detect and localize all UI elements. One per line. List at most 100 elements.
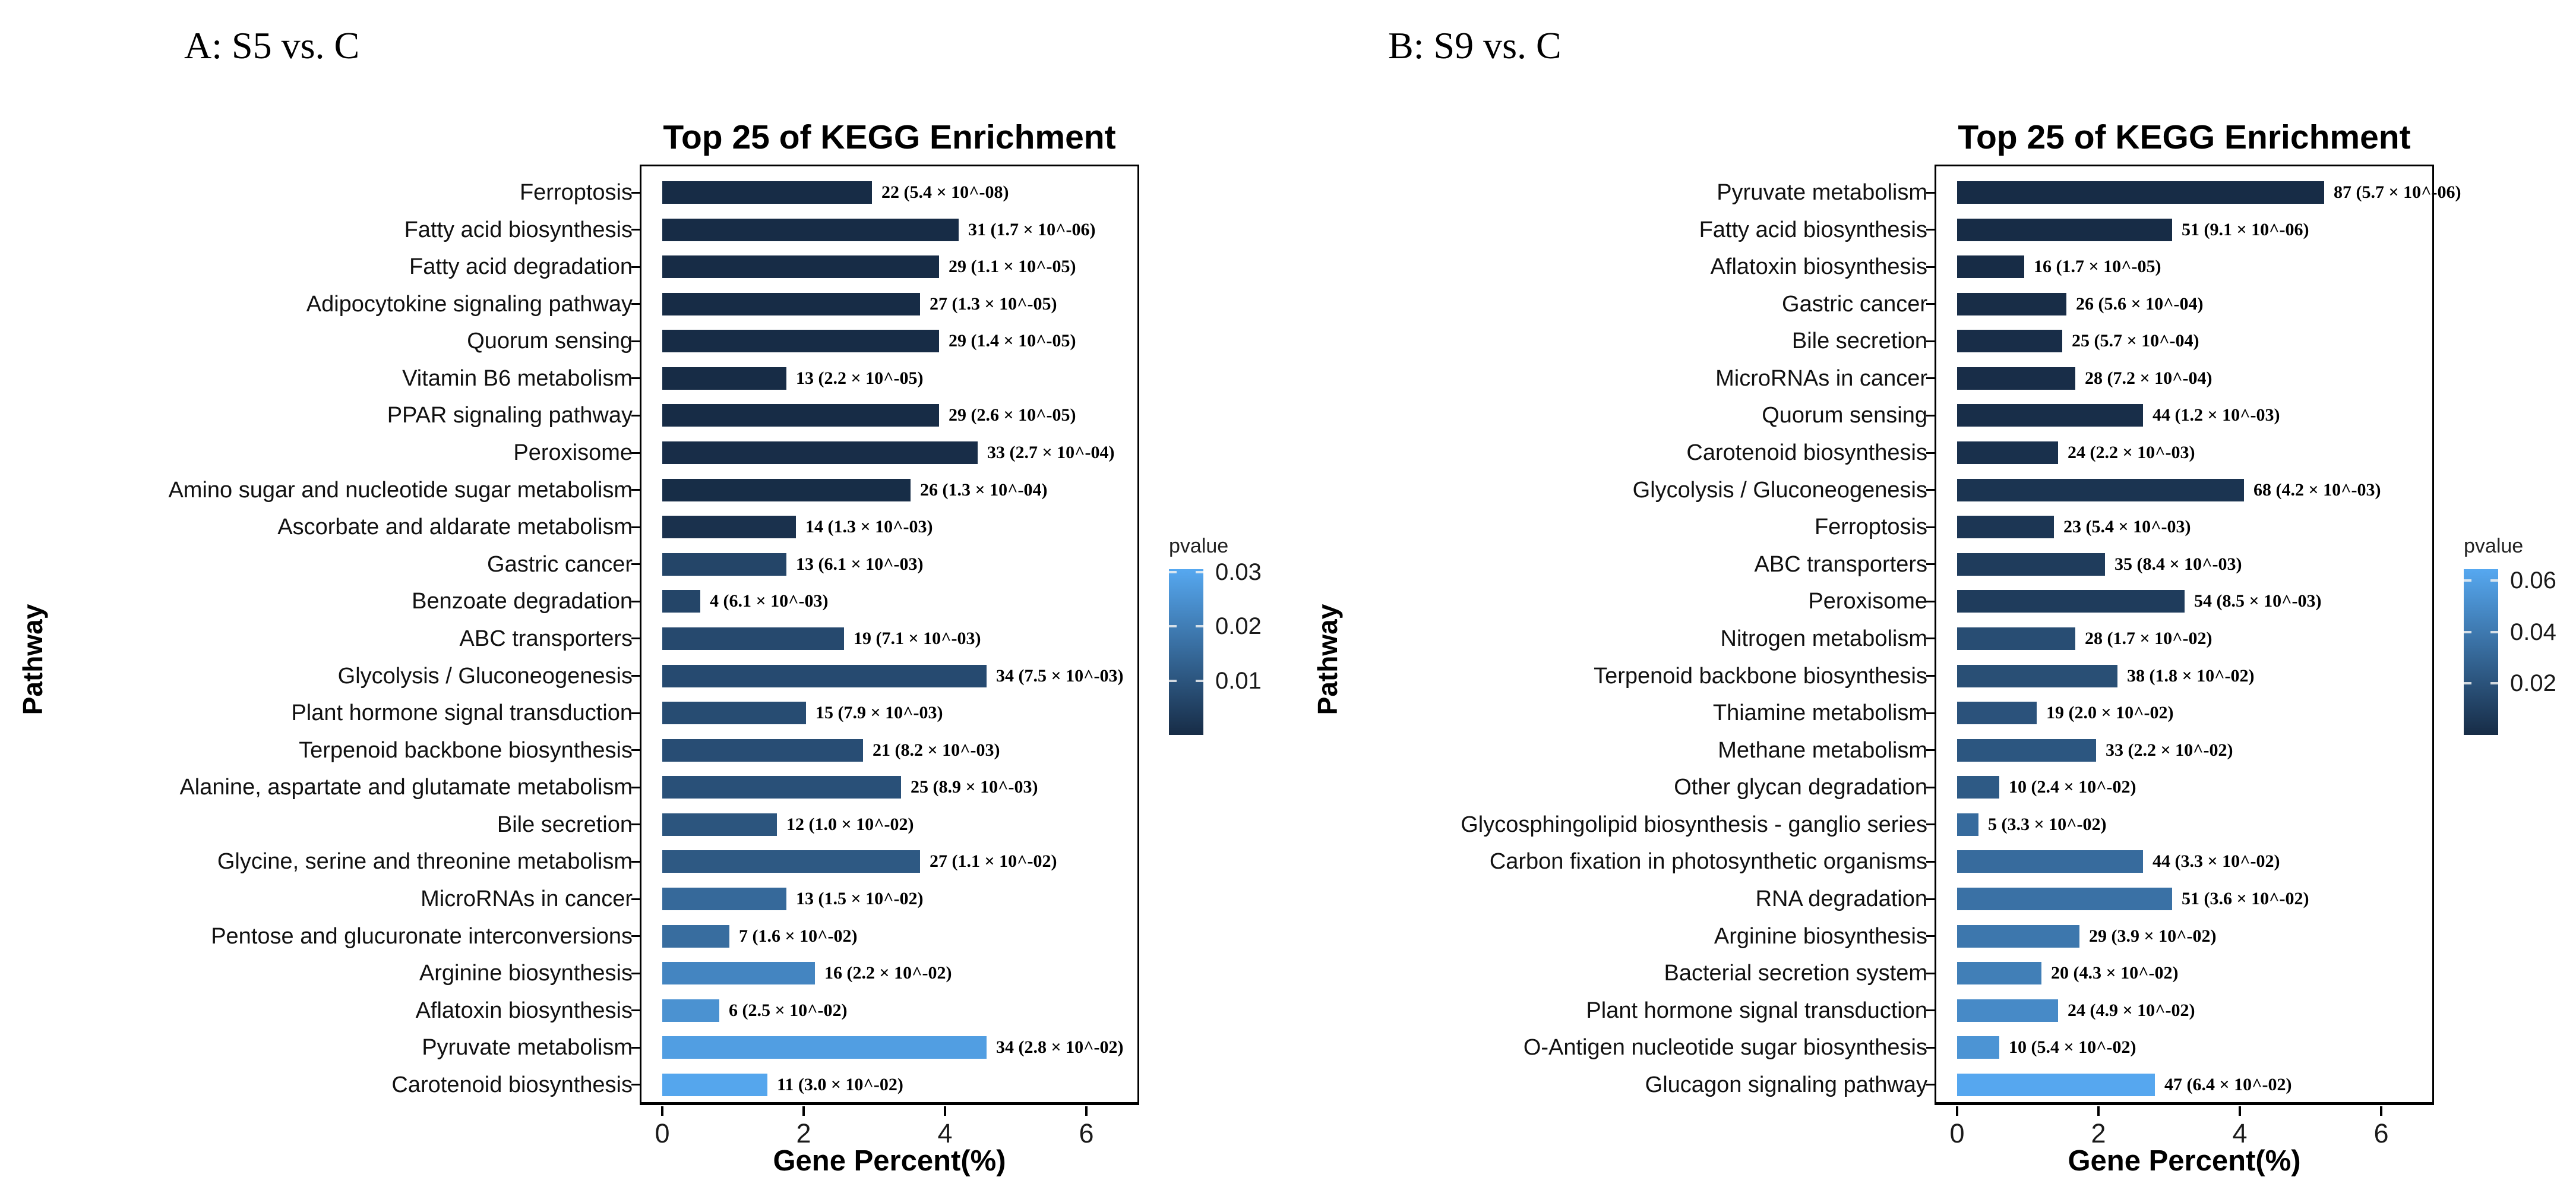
pathway-label: Peroxisome xyxy=(513,440,633,466)
panel-a-label: A: S5 vs. C xyxy=(184,24,360,67)
y-axis-tick xyxy=(631,638,640,640)
legend-tick-right xyxy=(2490,579,2498,582)
bar xyxy=(1957,1036,1999,1059)
y-axis-tick xyxy=(1926,191,1935,194)
x-axis-tick-label: 0 xyxy=(655,1118,670,1148)
y-axis-tick xyxy=(1926,860,1935,863)
legend-tick-label: 0.03 xyxy=(1215,558,1262,585)
legend-tick-right xyxy=(2490,682,2498,685)
y-axis-label-b: Pathway xyxy=(1312,604,1343,715)
bar-value-label: 27 (1.1 × 10^-02) xyxy=(930,851,1057,872)
bar xyxy=(1957,516,2054,539)
y-axis-tick xyxy=(1926,823,1935,826)
pathway-label: Carotenoid biosynthesis xyxy=(391,1072,633,1097)
legend-tick-left xyxy=(1169,625,1177,628)
pathway-label: Ascorbate and aldarate metabolism xyxy=(277,515,633,540)
x-axis-label-a: Gene Percent(%) xyxy=(773,1145,1006,1177)
legend-gradient-bar-b xyxy=(2464,569,2498,735)
bar-value-label: 10 (5.4 × 10^-02) xyxy=(2009,1037,2136,1058)
bar xyxy=(662,516,796,539)
bar xyxy=(662,181,872,204)
bar-value-label: 23 (5.4 × 10^-03) xyxy=(2063,517,2191,537)
legend-tick-left xyxy=(1169,570,1177,573)
pathway-label: Glucagon signaling pathway xyxy=(1645,1072,1927,1097)
x-axis-tick-label: 4 xyxy=(937,1118,953,1148)
y-axis-tick xyxy=(1926,638,1935,640)
bar xyxy=(662,1073,767,1096)
bar xyxy=(662,255,939,279)
y-axis-tick xyxy=(1926,935,1935,938)
y-axis-tick xyxy=(631,1084,640,1086)
bar-value-label: 27 (1.3 × 10^-05) xyxy=(930,294,1057,314)
bar-value-label: 11 (3.0 × 10^-02) xyxy=(777,1074,903,1094)
bar-value-label: 33 (2.7 × 10^-04) xyxy=(987,443,1115,463)
bar-value-label: 33 (2.2 × 10^-02) xyxy=(2106,740,2233,760)
pathway-label: ABC transporters xyxy=(459,626,633,651)
bar-value-label: 29 (2.6 × 10^-05) xyxy=(949,405,1076,425)
pathway-label: Alanine, aspartate and glutamate metabol… xyxy=(179,775,633,800)
y-axis-tick xyxy=(631,191,640,194)
bar-value-label: 51 (9.1 × 10^-06) xyxy=(2182,219,2309,239)
bar xyxy=(662,813,777,836)
x-axis-tick-label: 4 xyxy=(2232,1118,2248,1148)
bar xyxy=(1957,850,2143,873)
bar-value-label: 44 (3.3 × 10^-02) xyxy=(2153,851,2280,872)
y-axis-tick xyxy=(631,377,640,380)
bar xyxy=(1957,218,2172,241)
bar xyxy=(1957,1073,2155,1096)
pathway-label: Fatty acid biosynthesis xyxy=(1699,217,1927,242)
bar-value-label: 47 (6.4 × 10^-02) xyxy=(2164,1074,2292,1094)
pathway-label: Arginine biosynthesis xyxy=(1714,923,1927,949)
y-axis-tick xyxy=(1926,303,1935,305)
pathway-label: Terpenoid backbone biosynthesis xyxy=(299,737,633,763)
y-axis-tick xyxy=(631,600,640,602)
bar xyxy=(1957,664,2117,687)
bar-value-label: 13 (6.1 × 10^-03) xyxy=(796,554,924,574)
y-axis-tick xyxy=(631,340,640,342)
x-axis-tick-label: 6 xyxy=(1079,1118,1094,1148)
bar xyxy=(1957,553,2105,576)
pathway-label: Pyruvate metabolism xyxy=(422,1035,633,1061)
bar-value-label: 6 (2.5 × 10^-02) xyxy=(729,1000,848,1020)
x-axis-tick xyxy=(2239,1106,2241,1116)
bar xyxy=(662,292,920,315)
bar-value-label: 51 (3.6 × 10^-02) xyxy=(2182,889,2309,909)
y-axis-tick xyxy=(631,1046,640,1049)
bar xyxy=(662,330,939,353)
pathway-label: Thiamine metabolism xyxy=(1712,700,1927,726)
bar xyxy=(662,999,719,1022)
bar-value-label: 19 (2.0 × 10^-02) xyxy=(2046,703,2174,723)
legend-tick-label: 0.01 xyxy=(1215,667,1262,694)
pathway-label: ABC transporters xyxy=(1754,551,1927,577)
pathway-label: Pentose and glucuronate interconversions xyxy=(211,923,633,949)
bar-value-label: 24 (2.2 × 10^-03) xyxy=(2068,443,2195,463)
y-axis-tick xyxy=(1926,972,1935,974)
bar xyxy=(1957,330,2062,353)
panel-b-label: B: S9 vs. C xyxy=(1388,24,1562,67)
bar-value-label: 7 (1.6 × 10^-02) xyxy=(739,926,858,946)
y-axis-tick xyxy=(1926,452,1935,454)
bar xyxy=(1957,888,2172,911)
pathway-label: Glycine, serine and threonine metabolism xyxy=(217,849,633,875)
bar-value-label: 16 (2.2 × 10^-02) xyxy=(824,963,952,983)
bar xyxy=(662,739,863,762)
bar-value-label: 12 (1.0 × 10^-02) xyxy=(786,814,914,834)
pathway-label: Amino sugar and nucleotide sugar metabol… xyxy=(168,477,633,503)
pathway-label: Bile secretion xyxy=(1791,329,1927,354)
bar-value-label: 21 (8.2 × 10^-03) xyxy=(873,740,1000,760)
bar-value-label: 38 (1.8 × 10^-02) xyxy=(2127,665,2255,686)
bar-value-label: 25 (8.9 × 10^-03) xyxy=(911,777,1038,797)
pathway-label: O-Antigen nucleotide sugar biosynthesis xyxy=(1523,1035,1927,1061)
bar-value-label: 28 (1.7 × 10^-02) xyxy=(2085,628,2212,648)
y-axis-tick xyxy=(631,489,640,491)
bar-value-label: 15 (7.9 × 10^-03) xyxy=(816,703,943,723)
y-axis-tick xyxy=(1926,563,1935,566)
legend-gradient-bar-a xyxy=(1169,569,1203,735)
y-axis-tick xyxy=(1926,1084,1935,1086)
bar-value-label: 44 (1.2 × 10^-03) xyxy=(2153,405,2280,425)
legend-tick-label: 0.06 xyxy=(2510,567,2556,594)
y-axis-tick xyxy=(631,303,640,305)
legend-tick-left xyxy=(2464,682,2471,685)
pathway-label: Aflatoxin biosynthesis xyxy=(415,998,633,1023)
y-axis-tick xyxy=(631,860,640,863)
